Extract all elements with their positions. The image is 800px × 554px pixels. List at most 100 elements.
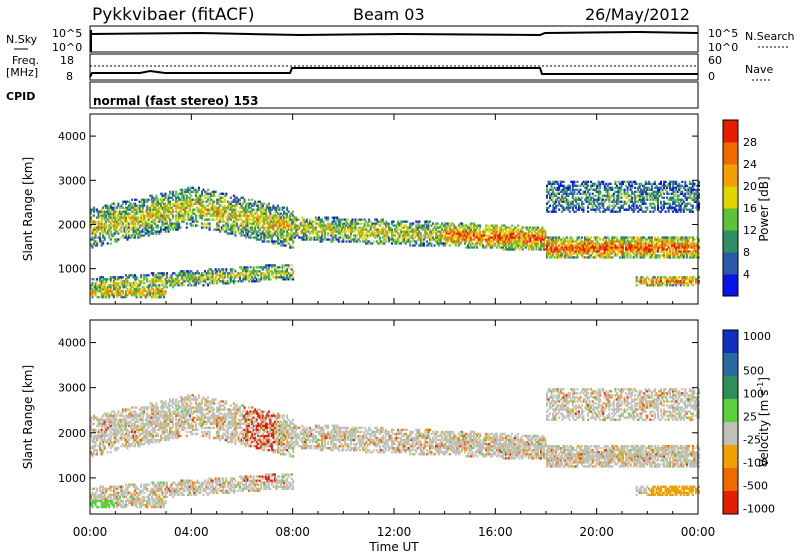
power-cell <box>96 228 99 231</box>
power-cell <box>523 232 526 235</box>
power-cell <box>546 240 549 243</box>
power-cell <box>580 202 583 205</box>
power-cell <box>170 278 173 281</box>
power-cell <box>594 256 597 259</box>
power-cell <box>161 220 164 223</box>
power-cell <box>349 232 352 235</box>
power-cell <box>634 240 637 243</box>
power-cell <box>176 278 179 281</box>
power-cell <box>243 270 246 273</box>
power-cell <box>184 214 187 217</box>
power-cell <box>646 206 649 209</box>
power-cell <box>144 278 147 281</box>
power-cell <box>194 276 197 279</box>
freq-tick-bottom: 8 <box>66 70 73 83</box>
power-cell <box>501 248 504 251</box>
power-cell <box>549 248 552 251</box>
power-cell <box>590 246 593 249</box>
power-cell <box>425 220 428 223</box>
power-cell <box>330 232 333 235</box>
power-cell <box>275 214 278 217</box>
power-cell <box>156 202 159 205</box>
power-cell <box>261 234 264 237</box>
power-cell <box>187 214 190 217</box>
power-cell <box>213 192 216 195</box>
power-cell <box>179 206 182 209</box>
power-cell <box>555 200 558 203</box>
power-cell <box>644 198 647 201</box>
power-cell <box>498 246 501 249</box>
power-cell <box>614 246 617 249</box>
power-cell <box>111 224 114 227</box>
power-cell <box>155 224 158 227</box>
power-cell <box>169 196 172 199</box>
power-cell <box>214 280 217 283</box>
power-cell <box>191 272 194 275</box>
power-cell <box>360 234 363 237</box>
power-cell <box>375 228 378 231</box>
power-cell <box>348 222 351 225</box>
power-cell <box>267 202 270 205</box>
power-cell <box>176 224 179 227</box>
power-cell <box>476 226 479 229</box>
power-cell <box>243 274 246 277</box>
power-cell <box>102 214 105 217</box>
power-cell <box>232 204 235 207</box>
power-cell <box>549 236 552 239</box>
power-cell <box>269 208 272 211</box>
power-cell <box>547 242 550 245</box>
power-cell <box>622 246 625 249</box>
power-cell <box>646 252 649 255</box>
power-cell <box>422 224 425 227</box>
power-cell <box>108 212 111 215</box>
power-cell <box>495 238 498 241</box>
power-cell <box>454 232 457 235</box>
power-cell <box>276 228 279 231</box>
power-cell <box>173 222 176 225</box>
power-cell <box>304 228 307 231</box>
power-cell <box>178 196 181 199</box>
power-cell <box>187 210 190 213</box>
power-cell <box>611 250 614 253</box>
power-cell <box>465 224 468 227</box>
power-cell <box>138 210 141 213</box>
power-cell <box>565 248 568 251</box>
power-cell <box>582 242 585 245</box>
power-cell <box>352 234 355 237</box>
power-cell <box>200 208 203 211</box>
power-cell <box>555 240 558 243</box>
power-cell <box>273 242 276 245</box>
power-cell <box>611 188 614 191</box>
power-cell <box>245 212 248 215</box>
power-cell <box>141 290 144 293</box>
power-cell <box>102 296 105 299</box>
power-cell <box>249 206 252 209</box>
power-cell <box>254 270 257 273</box>
power-cell <box>115 288 118 291</box>
power-cell <box>439 236 442 239</box>
power-cell <box>477 228 480 231</box>
power-cell <box>258 280 261 283</box>
power-cell <box>128 290 131 293</box>
power-cell <box>476 232 479 235</box>
power-cell <box>210 206 213 209</box>
power-cell <box>293 236 296 239</box>
power-cell <box>492 244 495 247</box>
power-cell <box>207 218 210 221</box>
power-cell <box>287 234 290 237</box>
power-cell <box>235 276 238 279</box>
power-cell <box>194 220 197 223</box>
power-cell <box>506 248 509 251</box>
power-cell <box>172 228 175 231</box>
power-cell <box>302 222 305 225</box>
power-cell <box>134 228 137 231</box>
power-cell <box>322 228 325 231</box>
power-cell <box>205 212 208 215</box>
power-cell <box>635 280 638 283</box>
power-cell <box>252 208 255 211</box>
power-cell <box>188 196 191 199</box>
power-cell <box>330 222 333 225</box>
power-cell <box>164 274 167 277</box>
power-cell <box>339 230 342 233</box>
power-cell <box>498 228 501 231</box>
